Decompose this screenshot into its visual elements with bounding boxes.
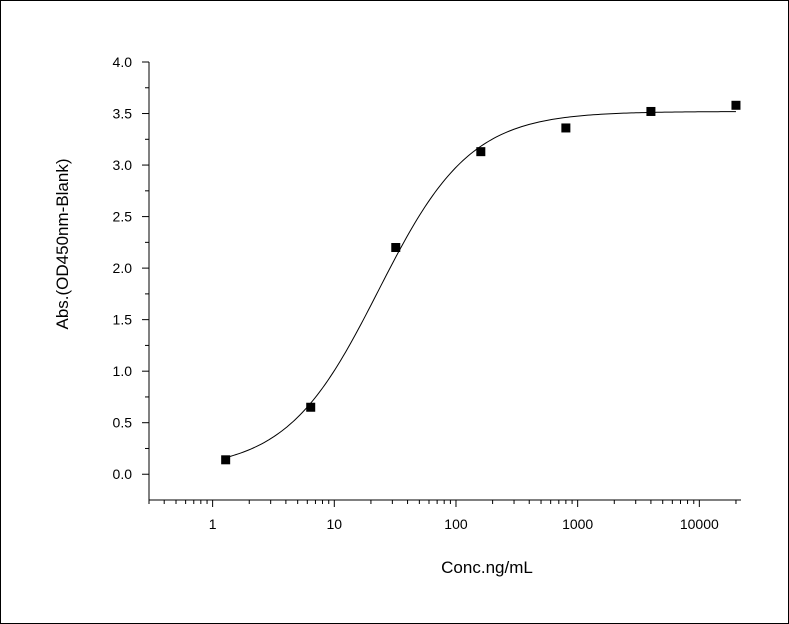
data-point — [646, 106, 656, 116]
y-tick-label: 1.0 — [113, 363, 133, 379]
x-tick-label: 100 — [444, 516, 468, 532]
y-tick-label: 3.0 — [113, 157, 133, 173]
x-tick-label: 10 — [327, 516, 343, 532]
fit-curve — [225, 111, 736, 459]
y-tick-label: 1.5 — [113, 312, 133, 328]
data-point — [306, 402, 316, 412]
x-tick-label: 10000 — [680, 516, 719, 532]
x-tick-label: 1000 — [562, 516, 593, 532]
data-point — [561, 123, 571, 133]
y-axis-label: Abs.(OD450nm-Blank) — [53, 158, 72, 329]
data-point — [391, 243, 401, 253]
data-point — [476, 147, 486, 157]
fit-curve-layer — [225, 111, 736, 459]
ticks: 0.0 0.5 1.0 1.5 2.0 2.5 3.0 3.5 4.0 1 10 100 1000 100… — [113, 54, 737, 532]
y-tick-label: 3.5 — [113, 106, 133, 122]
axes — [148, 62, 741, 501]
data-point — [731, 100, 741, 110]
x-axis-label: Conc.ng/mL — [441, 558, 533, 577]
y-tick-label: 0.0 — [113, 466, 133, 482]
y-tick-label: 0.5 — [113, 415, 133, 431]
y-tick-label: 2.5 — [113, 209, 133, 225]
x-tick-label: 1 — [209, 516, 217, 532]
y-tick-label: 2.0 — [113, 260, 133, 276]
data-point — [221, 455, 231, 465]
data-points-layer — [221, 100, 741, 465]
y-tick-label: 4.0 — [113, 54, 133, 70]
